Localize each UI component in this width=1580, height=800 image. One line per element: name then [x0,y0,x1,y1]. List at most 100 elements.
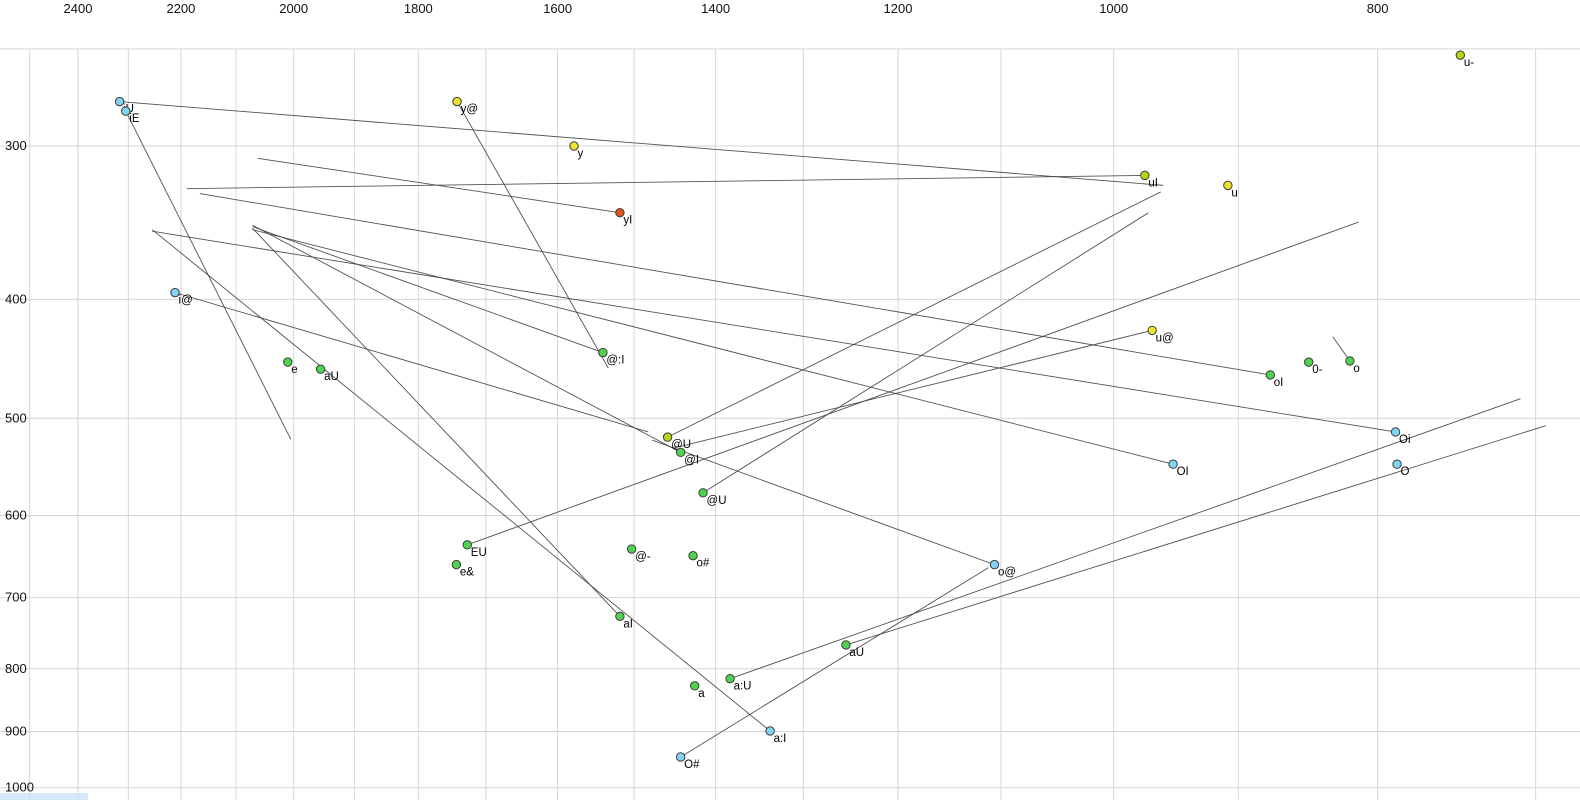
trajectory-line-iE-glide [125,110,292,440]
trajectory-line-o@-glide [652,439,995,566]
point-label-i@-8: i@ [179,295,193,307]
point-label-u@-9: u@ [1156,332,1174,344]
point-label-@U-18: @U [707,495,727,507]
data-point-i@-8[interactable] [170,287,180,298]
data-point-o-11[interactable] [1345,356,1355,366]
data-point-@U-18[interactable] [698,488,708,498]
data-point-iU-1[interactable] [114,96,125,107]
data-point-aU-29[interactable] [841,640,851,650]
x-tick-label-2200: 2200 [166,1,195,16]
y-tick-label-900: 900 [5,724,27,739]
x-tick-label-1000: 1000 [1099,1,1128,16]
data-point-y@-3[interactable] [452,96,462,107]
point-label-@I-17: @I [684,454,699,466]
y-tick-label-400: 400 [5,291,27,306]
data-point-@:I-15[interactable] [598,347,608,358]
data-point-aI-27[interactable] [615,611,625,622]
data-point-a:U-31[interactable] [725,673,735,684]
trajectory-lines [119,101,1546,758]
point-label-aU-29: aU [849,647,864,659]
point-label-aU-14: aU [324,371,339,383]
trajectory-line-a:I-glide [151,229,771,732]
point-label-o-11: o [1353,363,1359,375]
trajectory-line-oI-glide [199,193,1271,376]
bottom-left-highlight [0,793,88,800]
trajectory-line-@U-glide [667,191,1161,438]
point-label-@U-16: @U [671,439,691,451]
point-label-a:I-32: a:I [774,733,787,745]
point-label-e-13: e [291,364,297,376]
point-label-u--0: u- [1464,57,1474,69]
trajectory-line-O#-glide [680,567,989,758]
point-label-uI-5: uI [1148,177,1158,189]
trajectory-line-o-glide [1332,336,1351,362]
trajectory-line-OI-glide [252,229,1174,465]
data-point-aU-14[interactable] [315,364,326,374]
data-point-o@-26[interactable] [989,559,1000,570]
trajectory-line-aI-glide [252,227,621,617]
point-label-yI-7: yI [623,215,632,227]
y-tick-label-500: 500 [5,410,27,425]
point-label-O-21: O [1401,466,1410,478]
data-point-e&-23[interactable] [451,559,462,570]
x-tick-label-1200: 1200 [884,1,913,16]
x-tick-label-2400: 2400 [64,1,93,16]
y-tick-label-600: 600 [5,507,27,522]
point-label-Oi-19: Oi [1399,434,1411,446]
data-point-Oi-19[interactable] [1390,427,1401,437]
point-label-@--24: @- [635,551,651,563]
point-label-e&-23: e& [460,567,474,579]
trajectory-line-@:I-glide [252,226,604,353]
trajectory-line-iU-glide [119,101,1164,186]
grid-lines [0,48,1580,800]
point-label-aI-27: aI [623,618,633,630]
trajectory-line-yI-glide [257,157,620,214]
data-point-oI-12[interactable] [1265,370,1275,380]
data-point-u-6[interactable] [1223,180,1233,191]
data-point-o#-25[interactable] [688,550,698,561]
point-label-o#-25: o# [697,558,710,570]
data-point-u@-9[interactable] [1147,325,1157,336]
trajectory-line-y@-glide [456,101,609,369]
data-point-e-13[interactable] [283,357,293,367]
point-label-@:I-15: @:I [606,355,624,367]
data-point-0--10[interactable] [1304,357,1314,367]
data-point-@I-17[interactable] [675,447,686,458]
x-tick-label-1600: 1600 [543,1,572,16]
data-point-O#-28[interactable] [675,752,686,762]
trajectory-line-i@-glide [174,292,649,433]
point-label-oI-12: oI [1274,377,1284,389]
y-tick-label-1000: 1000 [5,780,34,795]
data-point-y-4[interactable] [569,141,579,151]
data-point-a-30[interactable] [689,681,700,691]
x-tick-label-1800: 1800 [404,1,433,16]
data-point-iE-2[interactable] [121,106,131,116]
trajectory-line-uI-glide [186,174,1145,190]
trajectory-line-@U2-glide [702,212,1149,494]
axis-tick-labels: 2400 2200 2000 1800 1600 1400 1200 1000 800 300 40… [5,1,1389,795]
point-label-u-6: u [1231,187,1237,199]
data-point-EU-22[interactable] [462,540,473,550]
data-points: u-iUiEy@yuIuyIi@u@0-ooIeaU@:I@U@I@UOiOIO… [114,50,1474,771]
point-label-y-4: y [578,148,584,160]
point-label-0--10: 0- [1312,364,1322,376]
trajectory-line-u@-glide [672,329,1153,449]
data-point-@U-16[interactable] [662,432,673,442]
point-label-O#-28: O# [684,759,700,771]
data-point-OI-20[interactable] [1168,459,1178,469]
point-label-o@-26: o@ [998,567,1016,579]
data-point-O-21[interactable] [1392,459,1402,469]
data-point-@--24[interactable] [626,544,637,554]
data-point-uI-5[interactable] [1140,170,1150,181]
y-tick-label-300: 300 [5,138,27,153]
point-label-OI-20: OI [1177,466,1189,478]
data-point-yI-7[interactable] [615,208,625,218]
point-label-y@-3: y@ [461,104,478,116]
x-tick-label-800: 800 [1367,1,1389,16]
data-point-u--0[interactable] [1455,50,1466,60]
point-label-EU-22: EU [471,547,487,559]
data-point-a:I-32[interactable] [765,726,775,736]
point-label-a:U-31: a:U [734,681,752,693]
